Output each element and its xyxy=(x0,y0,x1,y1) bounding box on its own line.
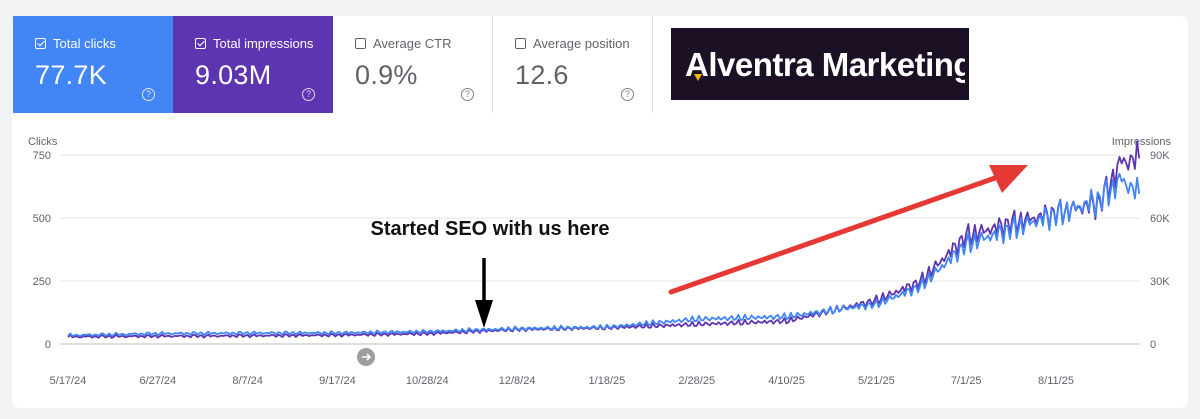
card-label: Average position xyxy=(533,36,630,51)
y-left-axis-label: Clicks xyxy=(28,136,58,148)
brand-logo: Alventra Marketing xyxy=(671,28,969,100)
x-tick-label: 12/8/24 xyxy=(499,375,536,387)
clicks-series-line xyxy=(67,172,1141,338)
average-ctr-card[interactable]: Average CTR 0.9% ? xyxy=(333,16,493,113)
checkbox-icon[interactable] xyxy=(195,38,206,49)
average-position-card[interactable]: Average position 12.6 ? xyxy=(493,16,653,113)
annotation-text: Started SEO with us here xyxy=(371,218,610,240)
help-icon[interactable]: ? xyxy=(302,88,315,101)
x-tick-label: 4/10/25 xyxy=(768,375,805,387)
logo-accent-triangle xyxy=(694,74,702,81)
card-label: Average CTR xyxy=(373,36,452,51)
x-tick-label: 10/28/24 xyxy=(406,375,449,387)
help-icon[interactable]: ? xyxy=(461,88,474,101)
total-clicks-card[interactable]: Total clicks 77.7K ? xyxy=(13,16,173,113)
help-icon[interactable]: ? xyxy=(621,88,634,101)
card-value: 9.03M xyxy=(195,60,272,90)
card-value: 77.7K xyxy=(35,60,108,90)
checkbox-icon[interactable] xyxy=(515,38,526,49)
card-value: 12.6 xyxy=(515,60,569,90)
annotation-arrow-head xyxy=(475,300,493,328)
y-right-tick-label: 0 xyxy=(1150,339,1156,351)
trend-arrow-head xyxy=(989,165,1028,193)
card-label: Total clicks xyxy=(53,36,116,51)
logo-wordmark: Alventra Marketing xyxy=(685,46,965,83)
card-label: Total impressions xyxy=(213,36,314,51)
y-left-tick-label: 0 xyxy=(45,339,51,351)
total-impressions-card[interactable]: Total impressions 9.03M ? xyxy=(173,16,333,113)
x-tick-label: 1/18/25 xyxy=(589,375,626,387)
x-tick-label: 2/28/25 xyxy=(678,375,715,387)
y-right-tick-label: 90K xyxy=(1150,150,1170,162)
y-left-tick-label: 750 xyxy=(33,150,51,162)
x-tick-label: 8/11/25 xyxy=(1038,375,1074,387)
x-tick-label: 7/1/25 xyxy=(951,375,982,387)
arrow-right-icon xyxy=(362,353,372,361)
x-tick-label: 9/17/24 xyxy=(319,375,356,387)
help-icon[interactable]: ? xyxy=(142,88,155,101)
x-tick-label: 8/7/24 xyxy=(232,375,263,387)
x-tick-label: 5/21/25 xyxy=(858,375,895,387)
y-right-tick-label: 60K xyxy=(1150,213,1170,225)
x-tick-label: 5/17/24 xyxy=(50,375,87,387)
checkbox-icon[interactable] xyxy=(355,38,366,49)
y-left-tick-label: 250 xyxy=(33,276,51,288)
trend-arrow-shaft xyxy=(668,175,998,295)
checkbox-icon[interactable] xyxy=(35,38,46,49)
logo-text: Alventra Marketing xyxy=(685,46,965,83)
card-value: 0.9% xyxy=(355,60,418,90)
y-right-tick-label: 30K xyxy=(1150,276,1170,288)
y-right-axis-label: Impressions xyxy=(1112,136,1172,148)
x-tick-label: 6/27/24 xyxy=(139,375,176,387)
y-left-tick-label: 500 xyxy=(33,213,51,225)
